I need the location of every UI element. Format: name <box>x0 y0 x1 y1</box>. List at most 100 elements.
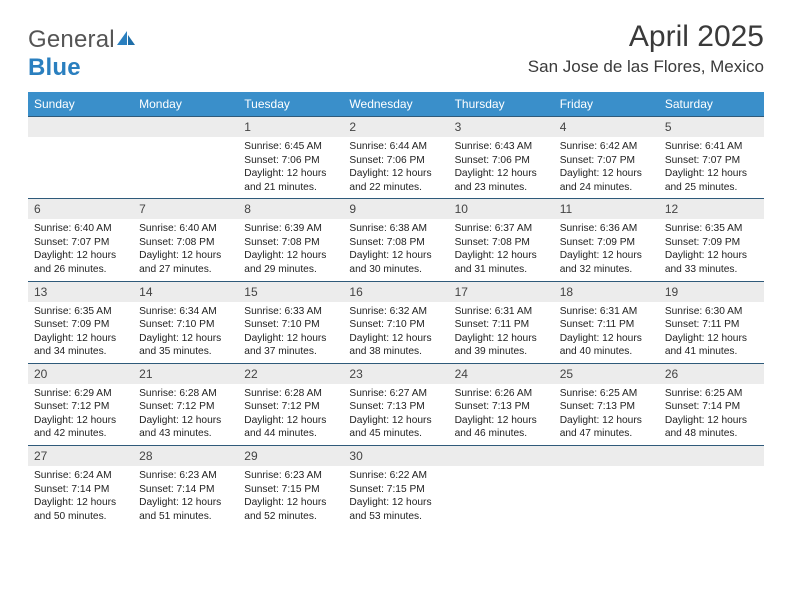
day-detail-cell: Sunrise: 6:33 AMSunset: 7:10 PMDaylight:… <box>238 302 343 364</box>
empty-day-detail <box>449 466 554 527</box>
day-detail: Sunrise: 6:23 AMSunset: 7:14 PMDaylight:… <box>133 466 238 527</box>
day-detail-cell: Sunrise: 6:37 AMSunset: 7:08 PMDaylight:… <box>449 219 554 281</box>
day-detail-cell: Sunrise: 6:23 AMSunset: 7:14 PMDaylight:… <box>133 466 238 527</box>
empty-day-number <box>449 446 554 467</box>
weekday-header: Wednesday <box>343 92 448 117</box>
day-detail: Sunrise: 6:43 AMSunset: 7:06 PMDaylight:… <box>449 137 554 198</box>
day-number: 2 <box>343 117 448 137</box>
day-detail-cell: Sunrise: 6:31 AMSunset: 7:11 PMDaylight:… <box>449 302 554 364</box>
day-number-cell: 20 <box>28 363 133 384</box>
day-detail-cell: Sunrise: 6:28 AMSunset: 7:12 PMDaylight:… <box>238 384 343 446</box>
day-detail-cell: Sunrise: 6:34 AMSunset: 7:10 PMDaylight:… <box>133 302 238 364</box>
weekday-header: Saturday <box>659 92 764 117</box>
day-number-cell: 17 <box>449 281 554 302</box>
day-detail-cell: Sunrise: 6:31 AMSunset: 7:11 PMDaylight:… <box>554 302 659 364</box>
empty-day-number <box>133 117 238 138</box>
day-number: 4 <box>554 117 659 137</box>
day-detail-cell: Sunrise: 6:23 AMSunset: 7:15 PMDaylight:… <box>238 466 343 527</box>
day-detail-cell: Sunrise: 6:30 AMSunset: 7:11 PMDaylight:… <box>659 302 764 364</box>
day-detail: Sunrise: 6:23 AMSunset: 7:15 PMDaylight:… <box>238 466 343 527</box>
title-block: April 2025 San Jose de las Flores, Mexic… <box>528 20 764 77</box>
day-detail: Sunrise: 6:34 AMSunset: 7:10 PMDaylight:… <box>133 302 238 363</box>
day-detail-cell: Sunrise: 6:35 AMSunset: 7:09 PMDaylight:… <box>659 219 764 281</box>
day-detail: Sunrise: 6:27 AMSunset: 7:13 PMDaylight:… <box>343 384 448 445</box>
day-detail: Sunrise: 6:41 AMSunset: 7:07 PMDaylight:… <box>659 137 764 198</box>
day-number-cell: 21 <box>133 363 238 384</box>
empty-day-detail <box>659 466 764 527</box>
day-detail: Sunrise: 6:35 AMSunset: 7:09 PMDaylight:… <box>28 302 133 363</box>
day-detail: Sunrise: 6:22 AMSunset: 7:15 PMDaylight:… <box>343 466 448 527</box>
empty-day-number <box>659 446 764 467</box>
day-detail: Sunrise: 6:26 AMSunset: 7:13 PMDaylight:… <box>449 384 554 445</box>
day-number: 17 <box>449 282 554 302</box>
day-number-cell: 28 <box>133 446 238 467</box>
day-number: 25 <box>554 364 659 384</box>
day-number-cell: 30 <box>343 446 448 467</box>
day-detail: Sunrise: 6:38 AMSunset: 7:08 PMDaylight:… <box>343 219 448 280</box>
day-number: 3 <box>449 117 554 137</box>
day-number: 28 <box>133 446 238 466</box>
day-number: 8 <box>238 199 343 219</box>
brand-logo: General Blue <box>28 26 137 82</box>
day-detail: Sunrise: 6:35 AMSunset: 7:09 PMDaylight:… <box>659 219 764 280</box>
day-detail-cell: Sunrise: 6:25 AMSunset: 7:13 PMDaylight:… <box>554 384 659 446</box>
weekday-header-row: SundayMondayTuesdayWednesdayThursdayFrid… <box>28 92 764 117</box>
day-detail-row: Sunrise: 6:29 AMSunset: 7:12 PMDaylight:… <box>28 384 764 446</box>
day-detail: Sunrise: 6:31 AMSunset: 7:11 PMDaylight:… <box>554 302 659 363</box>
day-number: 13 <box>28 282 133 302</box>
day-detail: Sunrise: 6:28 AMSunset: 7:12 PMDaylight:… <box>238 384 343 445</box>
day-number-cell: 12 <box>659 199 764 220</box>
day-detail-cell: Sunrise: 6:27 AMSunset: 7:13 PMDaylight:… <box>343 384 448 446</box>
day-number-row: 12345 <box>28 117 764 138</box>
day-number-cell: 26 <box>659 363 764 384</box>
day-number: 24 <box>449 364 554 384</box>
day-detail-cell: Sunrise: 6:28 AMSunset: 7:12 PMDaylight:… <box>133 384 238 446</box>
day-number: 15 <box>238 282 343 302</box>
day-number-cell: 1 <box>238 117 343 138</box>
page-title: April 2025 <box>528 20 764 53</box>
day-detail-cell: Sunrise: 6:41 AMSunset: 7:07 PMDaylight:… <box>659 137 764 199</box>
day-detail: Sunrise: 6:29 AMSunset: 7:12 PMDaylight:… <box>28 384 133 445</box>
day-number-cell: 16 <box>343 281 448 302</box>
brand-name-blue: Blue <box>28 54 81 81</box>
day-detail-cell: Sunrise: 6:40 AMSunset: 7:08 PMDaylight:… <box>133 219 238 281</box>
day-number-row: 13141516171819 <box>28 281 764 302</box>
day-detail-cell: Sunrise: 6:26 AMSunset: 7:13 PMDaylight:… <box>449 384 554 446</box>
day-detail-cell: Sunrise: 6:42 AMSunset: 7:07 PMDaylight:… <box>554 137 659 199</box>
weekday-header: Tuesday <box>238 92 343 117</box>
day-detail: Sunrise: 6:32 AMSunset: 7:10 PMDaylight:… <box>343 302 448 363</box>
weekday-header: Thursday <box>449 92 554 117</box>
day-number-cell: 23 <box>343 363 448 384</box>
day-number-row: 6789101112 <box>28 199 764 220</box>
day-number: 18 <box>554 282 659 302</box>
day-number-cell: 14 <box>133 281 238 302</box>
day-detail-row: Sunrise: 6:24 AMSunset: 7:14 PMDaylight:… <box>28 466 764 527</box>
day-detail: Sunrise: 6:40 AMSunset: 7:08 PMDaylight:… <box>133 219 238 280</box>
location-subtitle: San Jose de las Flores, Mexico <box>528 57 764 77</box>
day-detail: Sunrise: 6:25 AMSunset: 7:14 PMDaylight:… <box>659 384 764 445</box>
weekday-header: Monday <box>133 92 238 117</box>
brand-name-gray: General <box>28 26 115 53</box>
day-number-cell: 19 <box>659 281 764 302</box>
day-detail-cell: Sunrise: 6:24 AMSunset: 7:14 PMDaylight:… <box>28 466 133 527</box>
day-detail-cell: Sunrise: 6:38 AMSunset: 7:08 PMDaylight:… <box>343 219 448 281</box>
day-detail-row: Sunrise: 6:45 AMSunset: 7:06 PMDaylight:… <box>28 137 764 199</box>
day-number-cell: 15 <box>238 281 343 302</box>
empty-day-detail <box>554 466 659 527</box>
day-number: 21 <box>133 364 238 384</box>
day-number-cell: 6 <box>28 199 133 220</box>
day-number-cell: 8 <box>238 199 343 220</box>
empty-day-number <box>28 117 133 138</box>
day-detail-cell: Sunrise: 6:40 AMSunset: 7:07 PMDaylight:… <box>28 219 133 281</box>
day-detail-cell: Sunrise: 6:22 AMSunset: 7:15 PMDaylight:… <box>343 466 448 527</box>
day-number-cell: 7 <box>133 199 238 220</box>
day-number-cell: 29 <box>238 446 343 467</box>
day-number-row: 20212223242526 <box>28 363 764 384</box>
brand-sail-icon <box>115 26 137 44</box>
day-number-cell: 13 <box>28 281 133 302</box>
empty-day-detail <box>133 137 238 199</box>
day-number-cell: 10 <box>449 199 554 220</box>
calendar-body: 12345Sunrise: 6:45 AMSunset: 7:06 PMDayl… <box>28 117 764 528</box>
day-detail-cell: Sunrise: 6:43 AMSunset: 7:06 PMDaylight:… <box>449 137 554 199</box>
day-number: 14 <box>133 282 238 302</box>
